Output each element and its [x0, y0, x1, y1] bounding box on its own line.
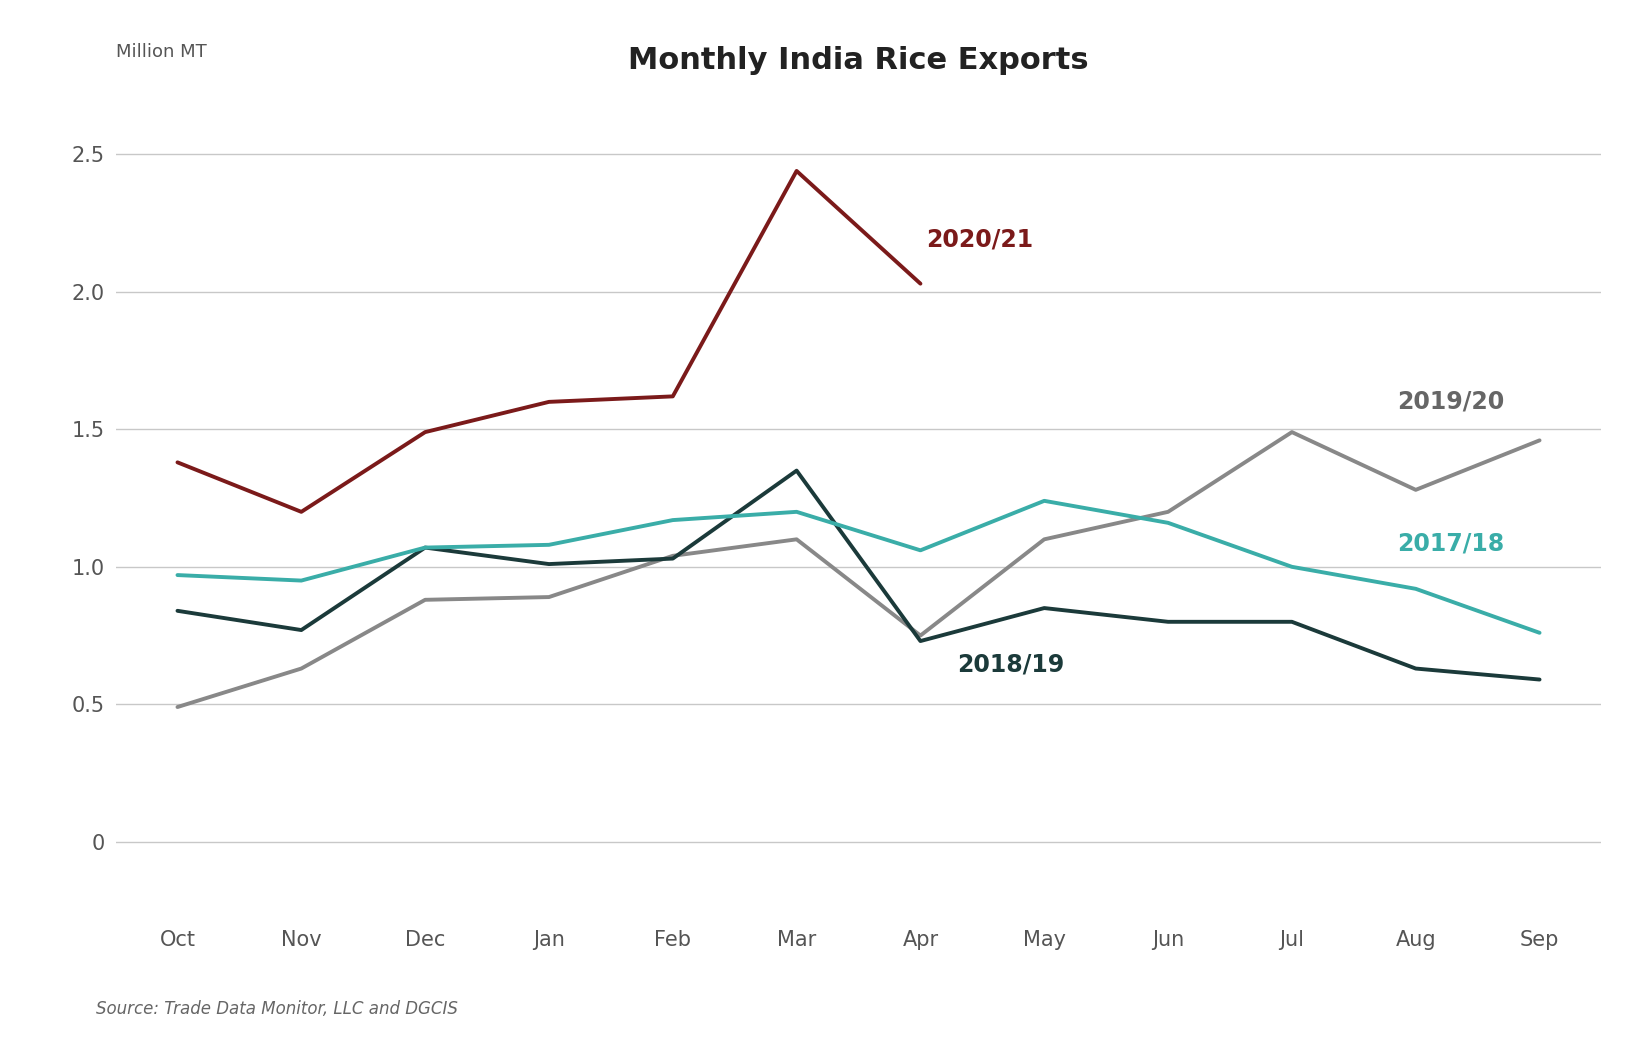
- Text: 2019/20: 2019/20: [1397, 389, 1504, 413]
- Text: Million MT: Million MT: [116, 43, 206, 61]
- Title: Monthly India Rice Exports: Monthly India Rice Exports: [629, 46, 1088, 75]
- Text: 2020/21: 2020/21: [926, 228, 1034, 252]
- Text: 2017/18: 2017/18: [1397, 531, 1504, 555]
- Text: Source: Trade Data Monitor, LLC and DGCIS: Source: Trade Data Monitor, LLC and DGCI…: [96, 1000, 457, 1018]
- Text: 2018/19: 2018/19: [958, 652, 1065, 677]
